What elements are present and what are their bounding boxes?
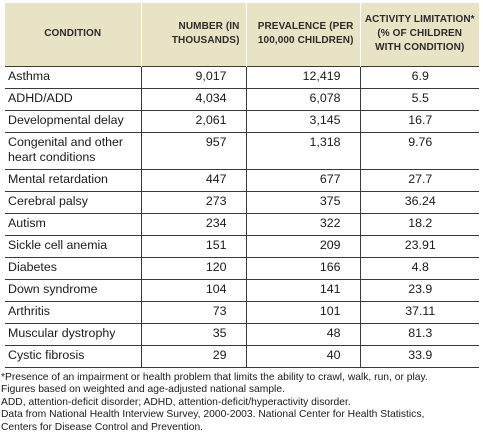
header-condition: CONDITION xyxy=(5,3,141,66)
cell-condition: Diabetes xyxy=(5,256,141,279)
table-header: CONDITION NUMBER (IN THOUSANDS) PREVALEN… xyxy=(5,3,479,66)
cell-number: 957 xyxy=(140,131,246,169)
cell-number: 2,061 xyxy=(140,109,246,132)
cell-condition: Sickle cell anemia xyxy=(5,234,141,257)
cell-condition: Congenital and other heart conditions xyxy=(5,131,141,169)
cell-prevalence: 209 xyxy=(245,234,360,257)
cell-number: 120 xyxy=(140,256,246,279)
cell-activity-limitation: 5.5 xyxy=(359,87,479,110)
cell-condition: Asthma xyxy=(5,65,141,88)
cell-number: 447 xyxy=(140,168,246,191)
table-row: Congenital and other heart conditions 95… xyxy=(5,131,479,169)
cell-activity-limitation: 23.91 xyxy=(359,234,479,257)
cell-activity-limitation: 81.3 xyxy=(359,322,479,345)
cell-prevalence: 101 xyxy=(245,300,360,323)
cell-condition: Mental retardation xyxy=(5,168,141,191)
cell-number: 35 xyxy=(140,322,246,345)
table-row: Developmental delay 2,061 3,145 16.7 xyxy=(5,109,479,132)
cell-number: 234 xyxy=(140,212,246,235)
table-row: Diabetes 120 166 4.8 xyxy=(5,256,479,279)
cell-condition: Autism xyxy=(5,212,141,235)
cell-condition: Cystic fibrosis xyxy=(5,344,141,368)
table-row: Sickle cell anemia 151 209 23.91 xyxy=(5,234,479,257)
cell-condition: Cerebral palsy xyxy=(5,190,141,213)
footnotes: *Presence of an impairment or health pro… xyxy=(1,372,483,434)
header-prevalence: PREVALENCE (PER 100,000 CHILDREN) xyxy=(245,3,360,66)
footnote-source-cont: Centers for Disease Control and Preventi… xyxy=(1,421,204,433)
cell-prevalence: 375 xyxy=(245,190,360,213)
table-row: Down syndrome 104 141 23.9 xyxy=(5,278,479,301)
cell-activity-limitation: 6.9 xyxy=(359,65,479,88)
cell-prevalence: 3,145 xyxy=(245,109,360,132)
cell-condition: ADHD/ADD xyxy=(5,87,141,110)
cell-activity-limitation: 37.11 xyxy=(359,300,479,323)
table-row: Cystic fibrosis 29 40 33.9 xyxy=(5,344,479,368)
cell-condition: Muscular dystrophy xyxy=(5,322,141,345)
cell-prevalence: 6,078 xyxy=(245,87,360,110)
footnote-sample: Figures based on weighted and age-adjust… xyxy=(1,384,285,396)
cell-activity-limitation: 18.2 xyxy=(359,212,479,235)
cell-prevalence: 1,318 xyxy=(245,131,360,169)
cell-prevalence: 166 xyxy=(245,256,360,279)
cell-condition: Arthritis xyxy=(5,300,141,323)
cell-condition: Down syndrome xyxy=(5,278,141,301)
cell-activity-limitation: 16.7 xyxy=(359,109,479,132)
cell-number: 104 xyxy=(140,278,246,301)
table-row: Mental retardation 447 677 27.7 xyxy=(5,168,479,191)
cell-condition: Developmental delay xyxy=(5,109,141,132)
cell-number: 151 xyxy=(140,234,246,257)
cell-number: 73 xyxy=(140,300,246,323)
cell-prevalence: 141 xyxy=(245,278,360,301)
header-row: CONDITION NUMBER (IN THOUSANDS) PREVALEN… xyxy=(5,3,479,66)
cell-activity-limitation: 4.8 xyxy=(359,256,479,279)
footnote-source: Data from National Health Interview Surv… xyxy=(1,409,425,421)
cell-activity-limitation: 27.7 xyxy=(359,168,479,191)
conditions-table: CONDITION NUMBER (IN THOUSANDS) PREVALEN… xyxy=(5,3,479,368)
cell-activity-limitation: 23.9 xyxy=(359,278,479,301)
table-row: Asthma 9,017 12,419 6.9 xyxy=(5,65,479,88)
cell-number: 9,017 xyxy=(140,65,246,88)
table-row: Arthritis 73 101 37.11 xyxy=(5,300,479,323)
header-number: NUMBER (IN THOUSANDS) xyxy=(140,3,246,66)
cell-prevalence: 48 xyxy=(245,322,360,345)
cell-prevalence: 40 xyxy=(245,344,360,368)
footnote-asterisk: *Presence of an impairment or health pro… xyxy=(1,372,428,383)
table-row: ADHD/ADD 4,034 6,078 5.5 xyxy=(5,87,479,110)
table-body: Asthma 9,017 12,419 6.9 ADHD/ADD 4,034 6… xyxy=(5,65,479,368)
cell-prevalence: 12,419 xyxy=(245,65,360,88)
cell-prevalence: 677 xyxy=(245,168,360,191)
table-row: Autism 234 322 18.2 xyxy=(5,212,479,235)
cell-activity-limitation: 9.76 xyxy=(359,131,479,169)
cell-number: 29 xyxy=(140,344,246,368)
cell-number: 4,034 xyxy=(140,87,246,110)
cell-number: 273 xyxy=(140,190,246,213)
cell-activity-limitation: 33.9 xyxy=(359,344,479,368)
cell-activity-limitation: 36.24 xyxy=(359,190,479,213)
cell-prevalence: 322 xyxy=(245,212,360,235)
table-row: Cerebral palsy 273 375 36.24 xyxy=(5,190,479,213)
table-row: Muscular dystrophy 35 48 81.3 xyxy=(5,322,479,345)
header-activity-limitation: ACTIVITY LIMITATION* (% OF CHILDREN WITH… xyxy=(359,3,479,66)
footnote-abbreviations: ADD, attention-deficit disorder; ADHD, a… xyxy=(1,396,351,408)
